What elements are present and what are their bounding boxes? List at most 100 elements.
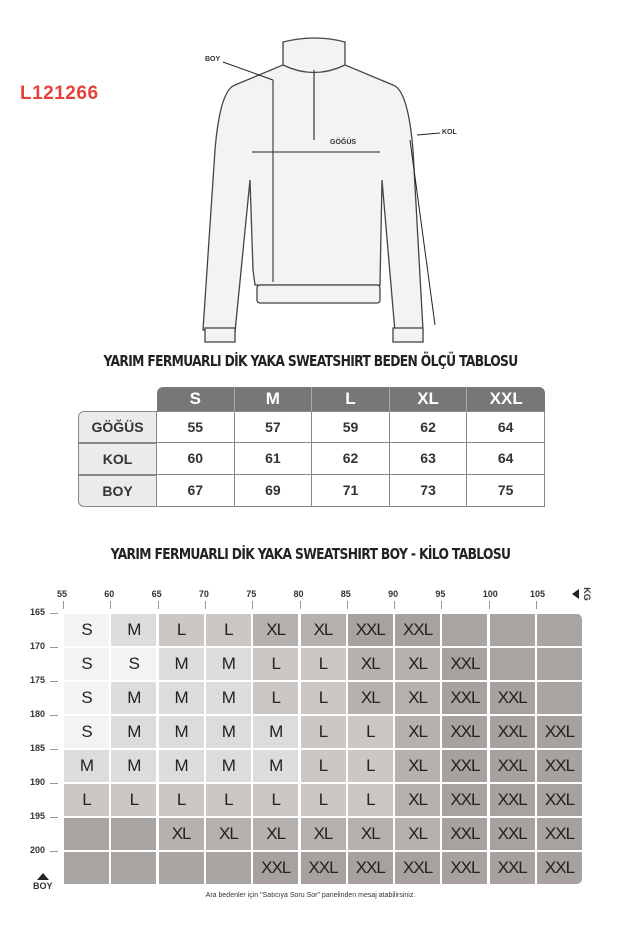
- size-cell: XXL: [253, 852, 299, 884]
- size-cell: XXL: [537, 716, 582, 748]
- height-tick-label: 195: [30, 811, 46, 821]
- size-cell: M: [205, 682, 251, 714]
- size-cell: L: [347, 750, 393, 782]
- measurement-cell: 71: [312, 475, 390, 507]
- size-cell: XL: [347, 682, 393, 714]
- size-cell: XL: [395, 682, 441, 714]
- measurement-cell: 55: [157, 411, 235, 443]
- weight-tick-label: 55: [57, 589, 68, 599]
- size-cell: [111, 818, 157, 850]
- size-cell: [111, 852, 157, 884]
- size-cell: XXL: [442, 852, 488, 884]
- weight-tick: [252, 601, 254, 609]
- size-header: XL: [389, 387, 468, 411]
- size-cell: XL: [205, 818, 251, 850]
- size-cell: L: [253, 648, 299, 680]
- weight-tick: [488, 601, 490, 609]
- height-arrow-icon: [37, 873, 49, 880]
- height-tick: [50, 749, 58, 750]
- size-grid-note: Ara bedenler için "Satıcıya Soru Sor" pa…: [205, 892, 416, 899]
- size-cell: [489, 614, 535, 646]
- height-tick: [50, 851, 58, 852]
- size-cell: XXL: [395, 852, 441, 884]
- weight-tick: [394, 601, 396, 609]
- weight-arrow-icon: [572, 589, 579, 599]
- weight-tick: [63, 601, 64, 609]
- measurement-cell: 59: [312, 411, 390, 443]
- size-cell: M: [111, 614, 157, 646]
- measurement-cell: 64: [467, 443, 545, 475]
- size-cell: [64, 852, 109, 884]
- size-cell: XXL: [442, 648, 488, 680]
- size-cell: XXL: [442, 682, 488, 714]
- size-cell: L: [300, 648, 346, 680]
- size-cell: L: [158, 784, 204, 816]
- size-cell: M: [111, 750, 157, 782]
- size-cell: M: [158, 750, 204, 782]
- size-cell: L: [347, 784, 393, 816]
- size-cell: XXL: [489, 852, 535, 884]
- weight-tick: [157, 601, 159, 609]
- height-tick-label: 170: [30, 641, 46, 651]
- size-cell: M: [111, 716, 157, 748]
- size-cell: XXL: [537, 750, 582, 782]
- size-cell: L: [300, 682, 346, 714]
- height-tick-label: 200: [30, 845, 46, 855]
- measurement-cell: 73: [389, 475, 468, 507]
- size-cell: [537, 682, 582, 714]
- size-header: L: [312, 387, 390, 411]
- size-cell: S: [111, 648, 157, 680]
- size-grid: 55 60 65 70 75 80 85 90 95 100 105 KG 165 170 175 180 18…: [0, 585, 621, 891]
- measurement-cell: 62: [389, 411, 468, 443]
- size-cell: M: [158, 648, 204, 680]
- size-cell: XL: [395, 648, 441, 680]
- measurement-cell: 75: [467, 475, 545, 507]
- chest-label: GÖĞÜS: [330, 139, 357, 146]
- size-cell: [489, 648, 535, 680]
- size-cell: XXL: [537, 852, 582, 884]
- size-cell: XXL: [395, 614, 441, 646]
- measurement-cell: 67: [157, 475, 235, 507]
- sweatshirt-illustration: [202, 37, 441, 343]
- size-cell: L: [300, 750, 346, 782]
- size-cell: XXL: [300, 852, 346, 884]
- size-cell: [537, 648, 582, 680]
- height-tick-label: 185: [30, 743, 46, 753]
- size-cell: [64, 818, 109, 850]
- size-cell: L: [205, 614, 251, 646]
- measurement-cell: 60: [157, 443, 235, 475]
- size-cell: M: [64, 750, 109, 782]
- size-cell: XL: [300, 614, 346, 646]
- size-cell: L: [300, 716, 346, 748]
- size-cell: XL: [253, 818, 299, 850]
- size-cell: XL: [395, 750, 441, 782]
- size-cell: XL: [347, 648, 393, 680]
- size-cell: L: [205, 784, 251, 816]
- product-code: L121266: [20, 83, 99, 104]
- height-tick: [50, 817, 58, 818]
- size-cell: XXL: [442, 784, 488, 816]
- measurement-cell: 69: [234, 475, 313, 507]
- size-cell: [537, 614, 582, 646]
- size-cell: [442, 614, 488, 646]
- size-cell: S: [64, 682, 109, 714]
- size-cell: XXL: [347, 614, 393, 646]
- size-cell: XL: [158, 818, 204, 850]
- size-cell: L: [253, 682, 299, 714]
- row-label: KOL: [78, 443, 157, 475]
- height-tick-label: 165: [30, 607, 46, 617]
- size-cell: XL: [300, 818, 346, 850]
- size-cell: XXL: [489, 784, 535, 816]
- size-cell: XXL: [489, 818, 535, 850]
- measurement-cell: 63: [389, 443, 468, 475]
- size-header: S: [157, 387, 235, 411]
- size-cell: XL: [395, 716, 441, 748]
- height-tick: [50, 647, 58, 648]
- height-tick-label: 175: [30, 675, 46, 685]
- weight-tick: [536, 601, 537, 609]
- size-cell: M: [253, 750, 299, 782]
- measurement-cell: 61: [234, 443, 313, 475]
- size-cell: XL: [395, 818, 441, 850]
- size-cell: XXL: [537, 818, 582, 850]
- size-cell: S: [64, 648, 109, 680]
